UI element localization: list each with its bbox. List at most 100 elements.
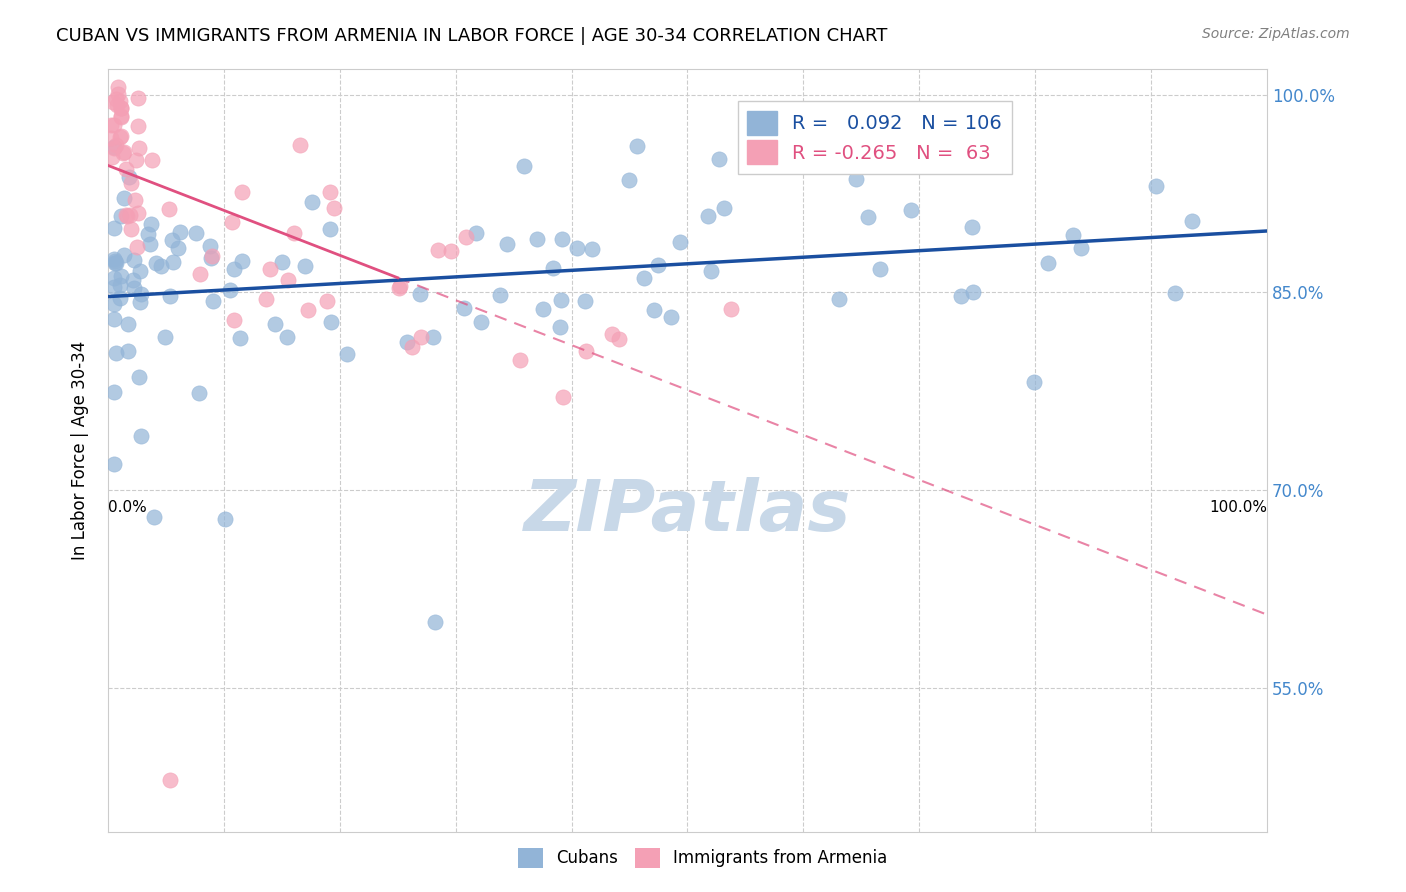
Point xyxy=(188,386,211,401)
Point xyxy=(103,139,125,153)
Point xyxy=(103,311,125,326)
Point xyxy=(142,510,165,524)
Point xyxy=(962,285,984,299)
Point xyxy=(1144,178,1167,193)
Point xyxy=(112,248,135,262)
Point xyxy=(108,277,131,292)
Point xyxy=(124,193,146,207)
Point xyxy=(120,176,142,190)
Point xyxy=(276,329,298,343)
Point xyxy=(626,139,648,153)
Point xyxy=(550,293,572,307)
Point xyxy=(950,288,973,302)
Point xyxy=(553,390,575,404)
Point xyxy=(792,106,814,120)
Point xyxy=(531,302,554,317)
Point xyxy=(101,95,124,109)
Point xyxy=(425,615,447,629)
Point xyxy=(110,129,132,144)
Point xyxy=(633,271,655,285)
Point xyxy=(114,161,136,176)
Point xyxy=(548,319,571,334)
Point xyxy=(157,202,180,217)
Point xyxy=(294,259,316,273)
Point xyxy=(162,254,184,268)
Point xyxy=(409,330,432,344)
Point xyxy=(127,240,149,254)
Point xyxy=(128,295,150,310)
Point xyxy=(388,280,411,294)
Point xyxy=(112,146,135,161)
Point xyxy=(103,279,125,293)
Point xyxy=(201,293,224,308)
Point xyxy=(488,288,510,302)
Point xyxy=(409,287,432,301)
Point xyxy=(828,292,851,306)
Point xyxy=(103,252,125,266)
Point xyxy=(110,209,132,223)
Point xyxy=(103,457,125,471)
Point xyxy=(103,140,125,154)
Point xyxy=(139,218,162,232)
Point xyxy=(454,230,477,244)
Legend: Cubans, Immigrants from Armenia: Cubans, Immigrants from Armenia xyxy=(512,841,894,875)
Point xyxy=(117,317,139,331)
Point xyxy=(104,256,127,270)
Point xyxy=(127,119,149,133)
Point xyxy=(551,232,574,246)
Point xyxy=(104,137,127,152)
Text: 100.0%: 100.0% xyxy=(1209,500,1267,515)
Point xyxy=(221,214,243,228)
Point xyxy=(108,292,131,306)
Point xyxy=(118,208,141,222)
Point xyxy=(100,131,122,145)
Point xyxy=(526,232,548,246)
Point xyxy=(129,286,152,301)
Point xyxy=(184,226,207,240)
Point xyxy=(659,310,682,324)
Point xyxy=(110,268,132,283)
Point xyxy=(858,211,880,225)
Point xyxy=(322,201,344,215)
Point xyxy=(136,227,159,241)
Point xyxy=(128,141,150,155)
Point xyxy=(128,369,150,384)
Point xyxy=(422,330,444,344)
Point xyxy=(315,294,337,309)
Point xyxy=(574,293,596,308)
Point xyxy=(319,315,342,329)
Point xyxy=(103,297,125,311)
Point xyxy=(188,267,211,281)
Point xyxy=(115,209,138,223)
Point xyxy=(169,225,191,239)
Point xyxy=(470,315,492,329)
Point xyxy=(129,263,152,277)
Point xyxy=(105,92,128,106)
Point xyxy=(107,87,129,102)
Point xyxy=(541,260,564,275)
Point xyxy=(104,255,127,269)
Point xyxy=(159,288,181,302)
Point xyxy=(231,185,253,199)
Point xyxy=(1062,227,1084,242)
Point xyxy=(720,301,742,316)
Point xyxy=(108,94,131,108)
Point xyxy=(319,185,342,199)
Point xyxy=(145,256,167,270)
Point xyxy=(453,301,475,315)
Point xyxy=(108,130,131,145)
Point xyxy=(110,111,132,125)
Point xyxy=(104,253,127,268)
Point xyxy=(114,208,136,222)
Point xyxy=(110,101,132,115)
Point xyxy=(1024,375,1046,389)
Point xyxy=(224,313,246,327)
Point xyxy=(389,278,412,293)
Point xyxy=(141,153,163,168)
Point xyxy=(607,332,630,346)
Point xyxy=(277,273,299,287)
Point xyxy=(107,80,129,95)
Point xyxy=(288,137,311,152)
Point xyxy=(1070,241,1092,255)
Point xyxy=(264,317,287,331)
